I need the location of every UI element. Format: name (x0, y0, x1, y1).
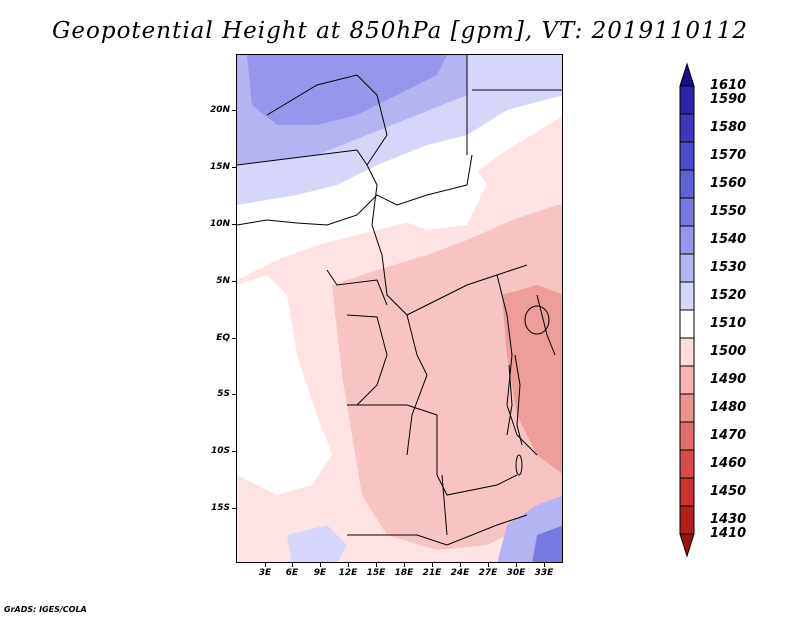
lon-tick (544, 563, 545, 567)
lat-label-eq: EQ (216, 333, 230, 343)
legend-swatch (679, 477, 695, 507)
legend-label: 1510 (710, 316, 747, 331)
lat-tick (232, 451, 236, 452)
legend-swatch (679, 533, 695, 558)
credit-text: GrADS: IGES/COLA (4, 605, 87, 614)
lon-tick (488, 563, 489, 567)
lat-tick (232, 167, 236, 168)
legend-swatch (679, 197, 695, 227)
lat-label-20n: 20N (209, 105, 230, 115)
legend-swatch (679, 169, 695, 199)
lon-tick (292, 563, 293, 567)
lon-tick (265, 563, 266, 567)
contour-1540 (247, 55, 447, 125)
lon-label-21e: 21E (422, 568, 442, 578)
legend-label: 1410 (710, 526, 747, 541)
legend-label: 1550 (710, 204, 747, 219)
contour-1490 (332, 205, 562, 550)
legend-swatch (679, 62, 695, 87)
legend-swatch (679, 421, 695, 451)
map-panel (236, 54, 563, 563)
legend-swatch (679, 337, 695, 367)
legend-label: 1580 (710, 120, 747, 135)
lat-tick (232, 281, 236, 282)
contour-1510-sahel (377, 155, 487, 230)
legend-swatch (679, 85, 695, 115)
lat-label-15n: 15N (209, 162, 230, 172)
contour-1480 (502, 285, 562, 474)
contour-1520-sw (287, 525, 347, 562)
lon-label-27e: 27E (478, 568, 498, 578)
lon-label-33e: 33E (534, 568, 554, 578)
legend-swatch (679, 393, 695, 423)
legend-swatch (679, 309, 695, 339)
lat-tick (232, 224, 236, 225)
lakes (506, 305, 550, 476)
lon-tick (348, 563, 349, 567)
lon-tick (460, 563, 461, 567)
height-field-map (237, 55, 562, 562)
lat-tick (232, 338, 236, 339)
lon-label-9e: 9E (313, 568, 327, 578)
lon-label-6e: 6E (285, 568, 299, 578)
legend-swatch (679, 505, 695, 535)
contour-1550-se (532, 525, 562, 562)
legend-label: 1460 (710, 456, 747, 471)
lon-label-24e: 24E (450, 568, 470, 578)
lat-label-10s: 10S (210, 446, 230, 456)
legend-label: 1520 (710, 288, 747, 303)
legend-label: 1570 (710, 148, 747, 163)
legend-swatch (679, 449, 695, 479)
lon-label-18e: 18E (394, 568, 414, 578)
legend-swatch (679, 225, 695, 255)
lat-tick (232, 394, 236, 395)
legend-label: 1500 (710, 344, 747, 359)
legend-label: 1610 (710, 78, 747, 93)
legend-swatch (679, 365, 695, 395)
legend-label: 1450 (710, 484, 747, 499)
legend-label: 1590 (710, 92, 747, 107)
legend-swatch (679, 253, 695, 283)
legend-label: 1430 (710, 512, 747, 527)
legend-label: 1490 (710, 372, 747, 387)
lon-tick (376, 563, 377, 567)
lon-label-12e: 12E (338, 568, 358, 578)
legend-label: 1560 (710, 176, 747, 191)
legend-label: 1480 (710, 400, 747, 415)
legend-label: 1470 (710, 428, 747, 443)
contour-1510-ocean (237, 275, 332, 495)
legend-label: 1530 (710, 260, 747, 275)
lon-label-15e: 15E (366, 568, 386, 578)
legend-swatch (679, 113, 695, 143)
lat-label-5n: 5N (216, 276, 230, 286)
lat-label-15s: 15S (210, 503, 230, 513)
lat-label-10n: 10N (209, 219, 230, 229)
legend-swatch (679, 281, 695, 311)
lon-tick (432, 563, 433, 567)
color-legend: 1610 1590 1580 1570 1560 1550 1540 1530 1520 1510… (672, 60, 746, 560)
lon-label-3e: 3E (258, 568, 272, 578)
legend-colorbar (679, 62, 695, 558)
lat-tick (232, 508, 236, 509)
lat-tick (232, 110, 236, 111)
lon-tick (404, 563, 405, 567)
legend-swatch (679, 141, 695, 171)
map-title: Geopotential Height at 850hPa [gpm], VT:… (52, 18, 748, 44)
lon-tick (320, 563, 321, 567)
lat-label-5s: 5S (217, 389, 230, 399)
country-borders (237, 55, 562, 546)
lon-label-30e: 30E (506, 568, 526, 578)
lon-tick (516, 563, 517, 567)
legend-label: 1540 (710, 232, 747, 247)
